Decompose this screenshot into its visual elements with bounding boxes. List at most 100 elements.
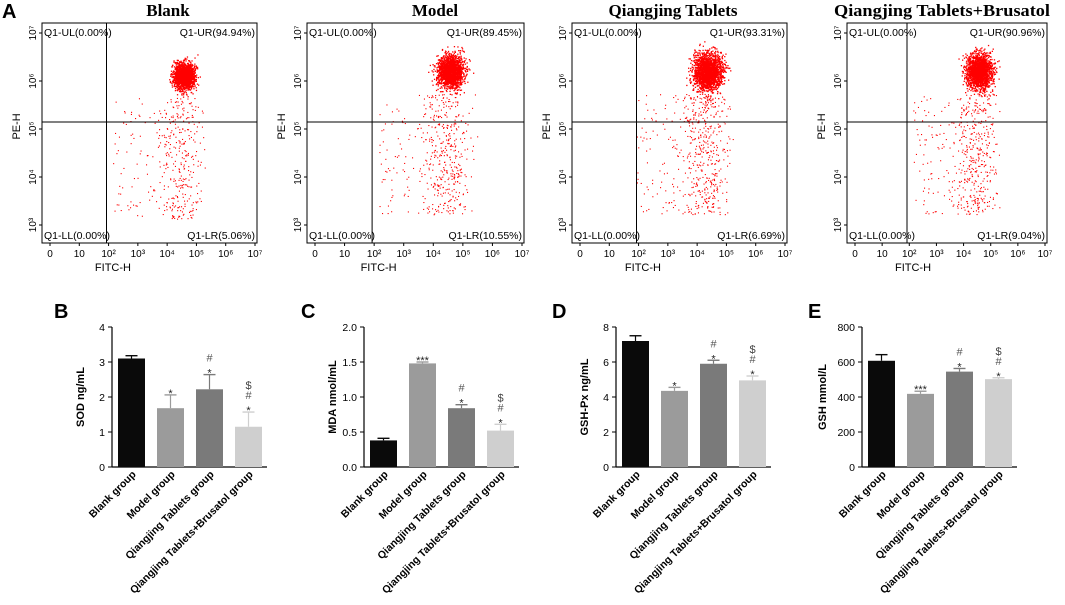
x-tick-label: 10⁴ [956, 249, 971, 260]
flow-panel: Blank Q1-UL(0.00%) Q1-UR(94.94%) Q1-LL(0.00… [11, 1, 263, 274]
y-axis-label: PE-H [541, 113, 553, 139]
y-tick-label: 0.5 [342, 427, 357, 439]
y-tick-label: 10⁷ [558, 25, 569, 40]
flow-panel-title: Qiangjing Tablets+Brusatol [834, 1, 1050, 20]
plot-frame [571, 22, 788, 244]
quadrant-label-ur: Q1-UR(89.45%) [447, 27, 522, 39]
x-tick-label: 10⁶ [218, 249, 233, 260]
significance-marker: # [956, 346, 963, 358]
x-axis-label: FITC-H [361, 262, 397, 274]
y-axis-label: PE-H [11, 113, 23, 139]
x-tick-label: 10² [902, 249, 917, 260]
x-tick-label: 10⁶ [1010, 249, 1025, 260]
x-tick-label: 10⁴ [426, 249, 441, 260]
x-tick-label: 10⁷ [515, 249, 530, 260]
significance-marker: # [710, 338, 717, 350]
x-tick-label: 0 [312, 249, 318, 260]
y-tick-label: 200 [837, 427, 855, 439]
event-dots [913, 44, 1001, 216]
bar [700, 363, 727, 467]
flow-panel: Model Q1-UL(0.00%) Q1-UR(89.45%) Q1-LL(0.00… [276, 1, 530, 274]
y-tick-label: 10³ [833, 217, 844, 232]
flow-panel-title: Model [412, 1, 459, 20]
x-axis-label: FITC-H [95, 262, 131, 274]
significance-marker: * [168, 388, 173, 400]
bar [946, 371, 973, 467]
x-tick-label: 10² [631, 249, 646, 260]
quadrant-label-ll: Q1-LL(0.00%) [849, 230, 915, 242]
bar [907, 393, 934, 467]
y-tick-label: 10³ [28, 217, 39, 232]
y-tick-label: 1.5 [342, 357, 357, 369]
flow-panel: Qiangjing Tablets+Brusatol Q1-UL(0.00%) Q1… [816, 1, 1053, 274]
y-tick-label: 0.0 [342, 462, 357, 474]
y-tick-label: 10⁵ [558, 121, 569, 136]
significance-marker: * [957, 361, 962, 373]
y-tick-label: 10⁵ [833, 121, 844, 136]
bar [622, 341, 649, 467]
quadrant-label-lr: Q1-LR(5.06%) [187, 230, 255, 242]
significance-marker: # [206, 353, 213, 365]
flow-panel-title: Blank [146, 1, 190, 20]
bar [739, 380, 766, 467]
y-tick-label: 10³ [558, 217, 569, 232]
bar [487, 430, 514, 467]
quadrant-label-lr: Q1-LR(10.55%) [448, 230, 522, 242]
event-dots [636, 41, 734, 216]
bar [448, 408, 475, 467]
x-tick-label: 10⁵ [983, 249, 998, 260]
significance-marker: * [750, 369, 755, 381]
y-tick-label: 10⁷ [28, 25, 39, 40]
y-axis-label: SOD ng/mL [75, 367, 87, 427]
significance-marker: * [459, 398, 464, 410]
y-tick-label: 2.0 [342, 322, 357, 334]
y-tick-label: 10⁴ [558, 169, 569, 184]
quadrant-label-ll: Q1-LL(0.00%) [44, 230, 110, 242]
x-tick-label: 0 [47, 249, 53, 260]
x-tick-label: 10⁴ [689, 249, 704, 260]
y-tick-label: 8 [603, 322, 609, 334]
quadrant-label-ur: Q1-UR(94.94%) [180, 27, 255, 39]
y-tick-label: 0 [849, 462, 855, 474]
x-tick-label: 0 [577, 249, 583, 260]
significance-marker: * [246, 405, 251, 417]
panel-label: B [54, 301, 68, 323]
quadrant-label-ll: Q1-LL(0.00%) [574, 230, 640, 242]
y-tick-label: 10⁶ [833, 73, 844, 88]
x-tick-label: 10⁷ [248, 249, 263, 260]
significance-marker: # [458, 383, 465, 395]
significance-marker: *** [416, 355, 430, 367]
x-tick-label: 10 [604, 249, 616, 260]
y-tick-label: 600 [837, 357, 855, 369]
significance-marker: # [995, 356, 1002, 368]
significance-marker: # [245, 390, 252, 402]
quadrant-label-ul: Q1-UL(0.00%) [849, 27, 917, 39]
bar [370, 440, 397, 467]
plot-frame [846, 22, 1048, 244]
y-axis-label: GSH mmol/L [817, 364, 829, 430]
y-tick-label: 400 [837, 392, 855, 404]
x-tick-label: 10 [877, 249, 889, 260]
quadrant-label-ul: Q1-UL(0.00%) [44, 27, 112, 39]
y-tick-label: 4 [603, 392, 609, 404]
x-tick-label: 10⁶ [748, 249, 763, 260]
bar [409, 363, 436, 467]
y-axis-label: PE-H [276, 113, 288, 139]
x-tick-label: 10⁵ [455, 249, 470, 260]
panel-label-a: A [2, 1, 16, 23]
significance-marker: * [498, 417, 503, 429]
quadrant-label-lr: Q1-LR(9.04%) [977, 230, 1045, 242]
flow-panel-title: Qiangjing Tablets [609, 1, 738, 20]
y-tick-label: 10⁴ [293, 169, 304, 184]
event-dots [113, 54, 206, 220]
y-tick-label: 10³ [293, 217, 304, 232]
bar [118, 358, 145, 467]
significance-marker: * [711, 353, 716, 365]
x-tick-label: 10³ [396, 249, 411, 260]
x-tick-label: 10² [101, 249, 116, 260]
bar [196, 389, 223, 467]
x-tick-label: 10⁵ [189, 249, 204, 260]
bar [235, 426, 262, 467]
